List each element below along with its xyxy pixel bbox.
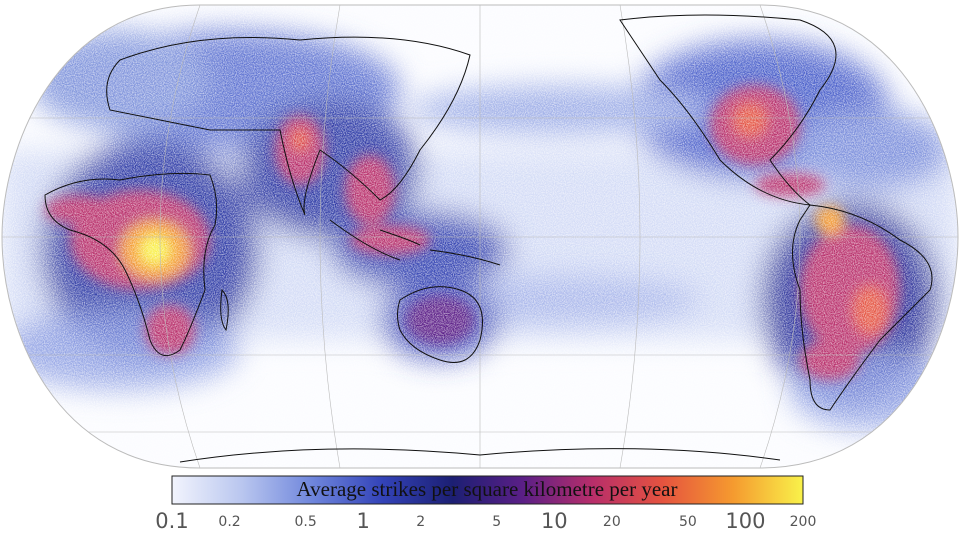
legend-tick-label: 20 (603, 514, 621, 530)
graticule (2, 5, 958, 468)
legend-tick-label: 5 (492, 514, 501, 530)
legend-tick-label: 1 (356, 509, 369, 533)
colorbar (171, 475, 804, 505)
legend-title: Average strikes per square kilometre per… (297, 477, 678, 501)
legend-tick-label: 0.2 (218, 514, 240, 530)
legend-tick-label: 100 (725, 509, 765, 533)
legend-tick-label: 10 (541, 509, 568, 533)
legend-tick-label: 50 (679, 514, 697, 530)
legend-tick-label: 0.5 (294, 514, 316, 530)
legend-tick-label: 200 (790, 514, 817, 530)
coastlines (44, 14, 933, 463)
legend-tick-label: 0.1 (155, 509, 188, 533)
map-outline (1, 4, 959, 469)
map-body (2, 5, 958, 468)
legend-tick-label: 2 (416, 514, 425, 530)
